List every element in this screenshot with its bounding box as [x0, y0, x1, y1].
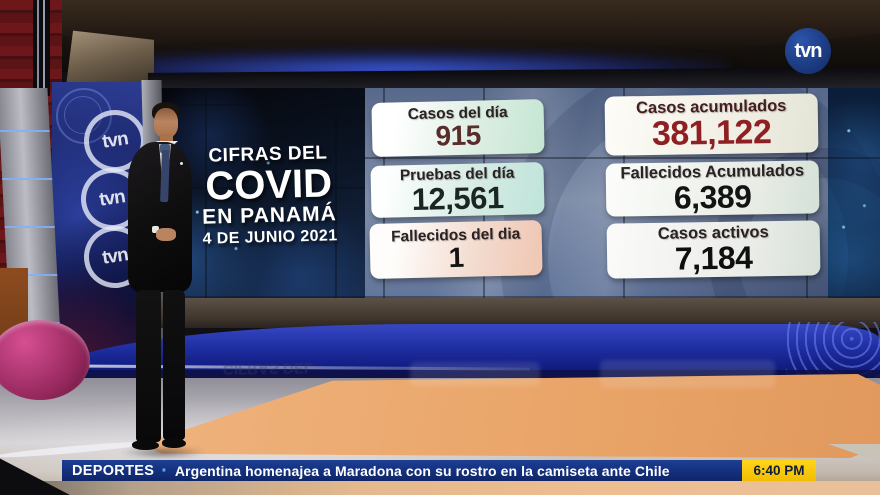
stat-card-daily-cases: Casos del día 915 [371, 99, 545, 157]
anchor-cuff [152, 226, 159, 233]
news-anchor [112, 100, 212, 459]
stat-value: 1 [448, 241, 465, 273]
anchor-shoe [162, 438, 186, 448]
card-floor-reflection [410, 362, 540, 386]
stat-card-daily-deaths: Fallecidos del dia 1 [369, 220, 543, 279]
wall-seam [150, 104, 365, 106]
backdrop-ring-icon [56, 88, 112, 144]
backdrop-ring-icon [64, 96, 102, 134]
wall-seam [335, 88, 337, 302]
anchor-lapel-pin [180, 162, 183, 165]
stat-card-total-cases: Casos acumulados 381,122 [604, 93, 819, 156]
wall-seam [205, 88, 207, 302]
clock-badge: 6:40 PM [742, 460, 816, 481]
anchor-suit [128, 142, 192, 292]
stat-value: 6,389 [673, 178, 752, 216]
card-floor-reflection [600, 360, 775, 388]
wall-ledge [140, 298, 880, 328]
anchor-leg [163, 290, 185, 440]
title-floor-reflection: CIFRAS DEL [222, 359, 314, 378]
stat-card-total-deaths: Fallecidos Acumulados 6,389 [605, 160, 820, 217]
news-ticker: DEPORTES · Argentina homenajea a Maradon… [62, 460, 742, 481]
wall-seam [150, 296, 880, 298]
anchor-shoe [132, 440, 159, 450]
anchor-tie-knot [160, 144, 170, 153]
anchor-hands [156, 228, 176, 241]
wall-light-strip [33, 0, 50, 96]
ticker-headline: Argentina homenajea a Maradona con su ro… [174, 462, 670, 479]
stat-value: 915 [435, 119, 482, 152]
pink-stool [0, 320, 90, 400]
anchor-head [154, 108, 178, 138]
ticker-category: DEPORTES [72, 462, 155, 479]
anchor-leg [136, 290, 161, 442]
stat-card-daily-tests: Pruebas del día 12,561 [370, 162, 545, 218]
anchor-neck [160, 134, 173, 144]
ticker-separator-icon: · [161, 460, 168, 481]
wall-seam [150, 187, 365, 189]
stat-value: 7,184 [674, 239, 753, 277]
desk-circle-pattern [786, 322, 880, 378]
anchor-shadow [120, 446, 206, 459]
floor-foreground [0, 481, 880, 495]
wall-seam [365, 157, 880, 159]
stat-value: 12,561 [411, 179, 504, 217]
tvn-channel-logo-icon: tvn [785, 28, 831, 74]
stat-card-active-cases: Casos activos 7,184 [606, 220, 821, 279]
stat-value: 381,122 [651, 113, 772, 154]
